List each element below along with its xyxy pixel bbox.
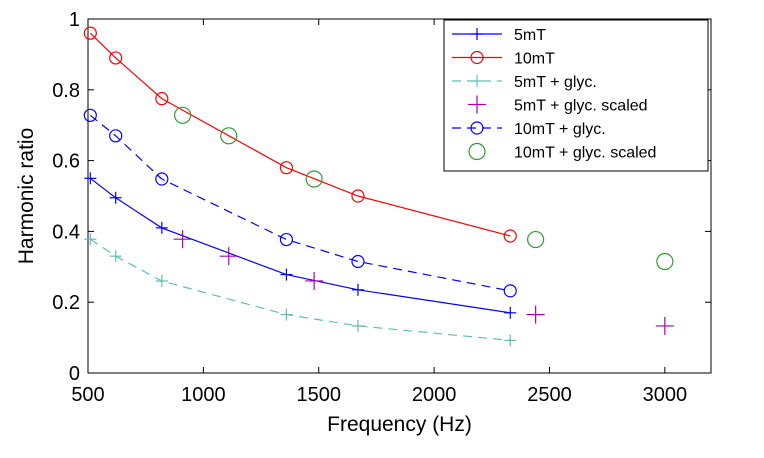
data-point — [503, 229, 517, 243]
legend-marker-sample — [468, 95, 486, 114]
data-point — [220, 127, 238, 145]
y-axis-label: Harmonic ratio — [15, 128, 38, 265]
legend-label: 5mT — [514, 27, 546, 44]
series-10mt-glyc-scaled — [174, 106, 674, 271]
data-point — [174, 106, 192, 124]
y-tick-label: 0.8 — [52, 80, 80, 102]
data-point — [279, 232, 294, 247]
legend-entry-10mt: 10mT — [452, 51, 555, 68]
y-tick-label: 1 — [69, 9, 80, 31]
data-point — [305, 271, 324, 290]
legend-label: 5mT + glyc. scaled — [514, 98, 648, 115]
data-point — [280, 268, 293, 281]
data-point — [84, 172, 97, 185]
series-5mt-glyc — [84, 233, 517, 347]
x-tick-label: 500 — [71, 384, 104, 406]
data-point — [219, 247, 238, 266]
data-point — [527, 230, 545, 249]
x-axis-label: Frequency (Hz) — [327, 413, 472, 436]
data-point — [109, 129, 123, 143]
legend-entry-10mt-glyc-scaled: 10mT + glyc. scaled — [468, 142, 656, 162]
data-point — [351, 283, 364, 296]
data-point — [155, 92, 169, 106]
data-point — [109, 250, 122, 263]
data-point — [155, 172, 169, 186]
x-tick-label: 2500 — [527, 384, 572, 406]
data-point — [155, 274, 168, 287]
legend-marker-sample — [470, 121, 484, 135]
y-tick-label: 0.4 — [52, 221, 80, 243]
data-point — [279, 161, 294, 175]
data-point — [504, 306, 517, 319]
data-point — [109, 51, 123, 65]
data-point — [503, 284, 517, 298]
data-point — [280, 308, 293, 321]
data-point — [83, 26, 97, 40]
series-5mt-glyc-scaled — [173, 230, 674, 335]
series-10mt-glyc — [83, 108, 517, 298]
data-point — [351, 319, 364, 332]
series-line — [89, 114, 511, 292]
series-5mt — [84, 172, 517, 319]
data-point — [109, 191, 122, 204]
legend: 5mT 10mT 5mT + glyc. 5mT + glyc. scaled 10mT… — [443, 19, 709, 172]
legend-entry-5mt-glyc: 5mT + glyc. — [452, 74, 597, 91]
legend-entry-5mt-glyc-scaled: 5mT + glyc. scaled — [468, 95, 648, 115]
data-point — [155, 221, 168, 234]
legend-marker-sample — [470, 50, 484, 65]
data-point — [526, 305, 545, 324]
y-tick-label: 0.6 — [52, 151, 80, 173]
x-tick-label: 2000 — [412, 384, 457, 406]
data-point — [655, 316, 674, 335]
data-point — [305, 170, 323, 188]
data-point — [351, 254, 365, 269]
legend-entry-5mt: 5mT — [452, 27, 546, 44]
series-layer — [83, 26, 674, 347]
legend-entry-10mt-glyc: 10mT + glyc. — [452, 121, 606, 138]
data-point — [656, 252, 674, 271]
data-point — [173, 230, 192, 249]
legend-box — [443, 19, 709, 172]
legend-label: 10mT + glyc. — [514, 121, 606, 138]
legend-label: 10mT — [514, 51, 555, 68]
plot-area-frame — [87, 18, 712, 374]
legend-marker-sample — [468, 142, 486, 161]
x-tick-label: 1500 — [296, 384, 341, 406]
legend-marker-sample — [471, 28, 483, 40]
legend-label: 10mT + glyc. scaled — [514, 145, 656, 162]
x-tick-label: 1000 — [181, 384, 226, 406]
data-point — [84, 233, 97, 246]
y-tick-label: 0.2 — [52, 292, 80, 314]
legend-marker-sample — [471, 75, 483, 87]
data-point — [83, 108, 97, 122]
y-tick-label: 0 — [69, 363, 80, 385]
axes-layer: 500 1000 1500 2000 2500 3000 0 0.2 0.4 0.6 0.8 1 — [52, 9, 711, 406]
x-tick-label: 3000 — [643, 384, 688, 406]
series-line — [89, 177, 511, 314]
data-point — [504, 334, 517, 347]
legend-label: 5mT + glyc. — [514, 74, 597, 91]
series-10mt — [83, 26, 517, 243]
data-point — [351, 189, 365, 203]
